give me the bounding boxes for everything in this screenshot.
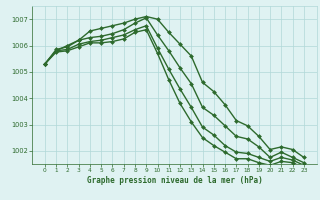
X-axis label: Graphe pression niveau de la mer (hPa): Graphe pression niveau de la mer (hPa) [86,176,262,185]
